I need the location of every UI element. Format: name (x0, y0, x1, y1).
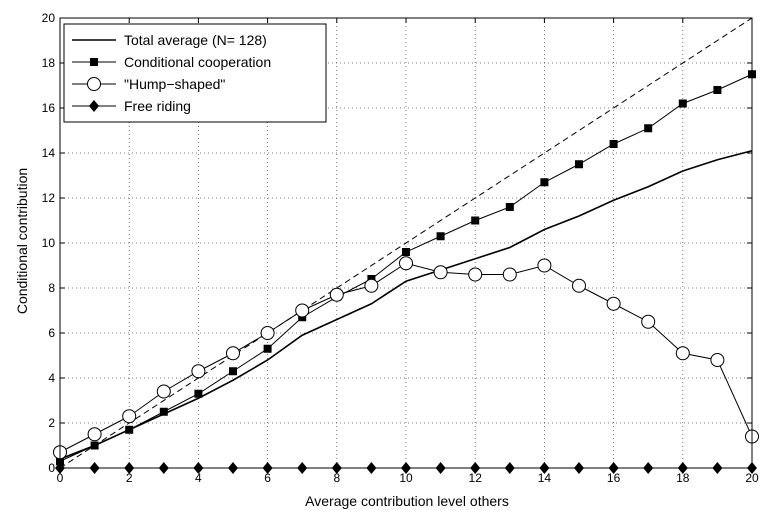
legend: Total average (N= 128) Conditional cooper… (63, 23, 327, 123)
series-line-total-average-n-128 (59, 149, 753, 460)
y-tick-label: 16 (42, 101, 56, 115)
data-point-hump-shaped (191, 364, 206, 379)
y-tick-label: 8 (48, 281, 55, 295)
axes-layer: 0 2 4 6 8 10 12 14 16 18 20 0 2 4 6 8 10 12 14 16 18 20 (42, 11, 759, 485)
data-point-conditional-cooperation (609, 140, 618, 148)
data-point-conditional-cooperation (159, 407, 168, 416)
data-point-hump-shaped (468, 267, 483, 282)
data-point-hump-shaped (641, 314, 656, 329)
legend-entry-conditional-cooperation: Conditional cooperation (72, 54, 271, 70)
data-point-hump-shaped (710, 353, 725, 367)
data-point-conditional-cooperation (713, 86, 722, 94)
legend-entry-total-average-n-128: Total average (N= 128) (72, 32, 267, 48)
data-point-hump-shaped (606, 296, 621, 311)
x-tick-label: 8 (333, 471, 340, 485)
data-point-conditional-cooperation (436, 232, 445, 241)
y-tick-label: 14 (42, 146, 56, 160)
legend-label: Free riding (124, 98, 191, 114)
y-tick-label: 0 (48, 461, 55, 475)
data-point-conditional-cooperation (263, 344, 272, 353)
data-layer (53, 17, 759, 474)
data-point-hump-shaped (364, 278, 379, 293)
series-hump-shaped (53, 256, 759, 460)
data-point-hump-shaped (675, 346, 690, 361)
series-line-hump-shaped (59, 262, 753, 453)
data-point-hump-shaped (295, 303, 310, 318)
data-point-hump-shaped (122, 409, 137, 424)
data-point-hump-shaped (329, 287, 344, 302)
data-point-conditional-cooperation (644, 124, 653, 133)
data-point-hump-shaped (537, 258, 552, 273)
y-tick-label: 4 (48, 371, 55, 385)
y-tick-label: 6 (48, 326, 55, 340)
data-point-hump-shaped (87, 427, 102, 442)
x-tick-label: 0 (57, 471, 64, 485)
data-point-conditional-cooperation (90, 441, 99, 450)
y-axis-label: Conditional contribution (14, 168, 30, 314)
data-point-conditional-cooperation (678, 99, 687, 108)
reference-line (59, 17, 753, 469)
y-tick-label: 18 (42, 56, 56, 70)
grid-layer (60, 18, 752, 468)
data-point-conditional-cooperation (402, 248, 410, 256)
data-point-hump-shaped (399, 256, 413, 271)
legend-entry-free-riding: Free riding (72, 98, 191, 114)
data-point-conditional-cooperation (505, 203, 514, 211)
legend-marker (89, 100, 99, 112)
x-tick-label: 6 (264, 471, 271, 485)
data-point-hump-shaped (433, 265, 448, 280)
data-point-conditional-cooperation (540, 178, 549, 187)
data-point-conditional-cooperation (194, 389, 203, 398)
data-point-hump-shaped (572, 278, 586, 293)
y-tick-label: 10 (42, 236, 56, 250)
legend-entry-hump-shaped: "Hump−shaped" (72, 76, 225, 92)
x-tick-label: 2 (126, 471, 133, 485)
data-point-conditional-cooperation (575, 160, 583, 169)
x-tick-label: 12 (469, 471, 483, 485)
data-point-conditional-cooperation (229, 367, 237, 376)
x-tick-label: 18 (676, 471, 690, 485)
legend-label: Total average (N= 128) (124, 32, 267, 48)
data-point-conditional-cooperation (471, 216, 480, 225)
data-point-hump-shaped (226, 346, 240, 361)
y-tick-label: 2 (48, 416, 55, 430)
legend-marker (90, 58, 98, 66)
data-point-conditional-cooperation (125, 425, 134, 434)
y-tick-label: 12 (42, 191, 56, 205)
legend-label: "Hump−shaped" (124, 76, 225, 92)
data-point-hump-shaped (260, 326, 275, 340)
x-tick-label: 14 (538, 471, 552, 485)
x-tick-label: 4 (195, 471, 202, 485)
data-point-hump-shaped (156, 384, 171, 399)
x-tick-label: 16 (607, 471, 621, 485)
data-point-hump-shaped (502, 267, 517, 282)
y-tick-label: 20 (42, 11, 56, 25)
series-total-average-n-128 (59, 149, 753, 460)
legend-label: Conditional cooperation (124, 54, 271, 70)
x-tick-label: 10 (399, 471, 413, 485)
x-tick-label: 20 (745, 471, 759, 485)
x-axis-label: Average contribution level others (305, 493, 509, 509)
legend-marker (87, 77, 101, 91)
